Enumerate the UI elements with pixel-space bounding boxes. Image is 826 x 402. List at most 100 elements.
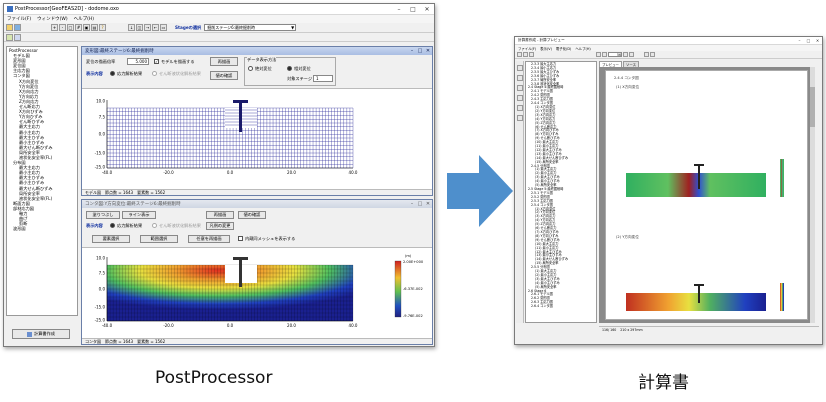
tree-item[interactable]: モデル図 [13,53,30,59]
print-icon[interactable]: ▤ [91,24,98,31]
chapter-item[interactable]: (2) Y方向変位 [535,210,556,215]
chapter-item[interactable]: (12) 最大主ひずみ [535,147,562,152]
chapter-item[interactable]: 2.6.2 変形図 [531,296,550,301]
report-print-icon[interactable] [529,52,534,57]
fit-icon[interactable]: □ [67,24,74,31]
chapter-item[interactable]: (4) Y方向応力 [535,116,556,121]
chapter-item[interactable]: (9) せん断ひずみ [535,237,560,242]
chapter-item[interactable]: 2.6 Stage 6 [528,288,547,293]
chapter-item[interactable]: (13) 最小主ひずみ [535,151,562,156]
chapter-item[interactable]: (1) 最大主応力 [535,167,557,172]
chapter-item[interactable]: (5) Z方向応力 [535,120,556,125]
arrow-left-icon[interactable]: ← [152,24,159,31]
tree-item[interactable]: 最大主ひずみ [19,175,45,181]
chapter-item[interactable]: (4) 最小主ひずみ [535,280,560,285]
chapter-item[interactable]: 2.4.2 変形図 [531,93,550,98]
tree-item[interactable]: 断面力図 [13,200,30,206]
tree-item[interactable]: X方向ひずみ [19,109,43,115]
tree-item[interactable]: 最小主ひずみ [19,139,45,145]
last-page-icon[interactable] [629,52,634,57]
page-number-input[interactable]: 56 [608,52,622,57]
tree-item[interactable]: 最小主ひずみ [19,180,45,186]
tree-item[interactable]: Y方向変位 [19,83,39,89]
tree-item[interactable]: Y方向ひずみ [19,114,43,120]
chapter-item[interactable]: (2) 最小主応力 [535,272,557,277]
tree-item[interactable]: 主応力図 [13,68,30,74]
arbitrary-redraw-button[interactable]: 任意を再描画 [188,235,230,243]
chapter-item[interactable]: 2.5.1 モデル図 [531,190,553,195]
side-image-icon[interactable] [517,95,523,101]
report-zoom-in-icon[interactable] [644,52,649,57]
tree-item[interactable]: PostProcessor [9,48,38,53]
tree-item[interactable]: せん断応力 [19,104,40,110]
check-values-button[interactable]: 値の確認 [210,71,238,80]
mdi-minimize-button[interactable]: – [410,48,414,54]
chapter-item[interactable]: (7) X方向ひずみ [535,229,559,234]
report-create-button[interactable]: 計算書作成 [12,329,70,339]
zoom-in-icon[interactable]: + [51,24,58,31]
tree-item[interactable]: 最小主応力 [19,129,40,135]
tree-item[interactable]: 液状化安全率(FL) [19,154,53,160]
zoom-out-icon[interactable]: - [59,24,66,31]
target-stage-select[interactable]: 1 [313,75,333,82]
tree-item[interactable]: X方向変位 [19,78,39,84]
mdi-close-button[interactable]: ✕ [425,48,431,54]
side-text-icon[interactable] [517,75,523,81]
tree-item[interactable]: 剪断 [19,221,28,227]
chapter-item[interactable]: (12) 最大主ひずみ [535,249,562,254]
side-chart-icon[interactable] [517,105,523,111]
scale-input[interactable]: 5.000 [127,58,149,65]
chapter-item[interactable]: (4) 最小主ひずみ [535,179,560,184]
tree-item[interactable]: 最大主ひずみ [19,134,45,140]
chapter-item[interactable]: (4) Y方向応力 [535,218,556,223]
chapter-item[interactable]: 2.3.5 最大主ひずみ [531,69,560,74]
chapter-item[interactable]: 2.5.3 主応力図 [531,198,553,203]
layout-icon[interactable] [14,33,21,41]
tree-toggle-icon[interactable] [6,33,13,41]
chapter-item[interactable]: (6) せん断応力 [535,226,557,231]
contour-close-button[interactable]: ✕ [425,201,431,207]
chapter-item[interactable]: (9) せん断ひずみ [535,136,560,141]
report-maximize-button[interactable]: □ [806,38,811,43]
chapter-item[interactable]: (6) せん断応力 [535,124,557,129]
contour-redraw-button[interactable]: 再描画 [206,211,234,219]
tree-item[interactable]: 最小主応力 [19,170,40,176]
first-page-icon[interactable] [596,52,601,57]
chapter-item[interactable]: 2.6.3 主応力図 [531,300,553,305]
tree-item[interactable]: 液状化安全率(FL) [19,195,53,201]
line-display-button[interactable]: ライン表示 [122,211,156,219]
chapter-item[interactable]: (3) X方向応力 [535,214,556,219]
contour-check-values-button[interactable]: 値の確認 [238,211,266,219]
tree-item[interactable]: コンタ図 [13,73,30,79]
chapter-item[interactable]: (11) 最小主応力 [535,245,559,250]
mdi-maximize-button[interactable]: □ [417,48,423,54]
chapter-item[interactable]: (7) X方向ひずみ [535,128,559,133]
chapter-item[interactable]: (13) 最小主ひずみ [535,253,562,258]
minimize-button[interactable]: – [397,5,401,13]
report-zoom-out-icon[interactable] [650,52,655,57]
report-menu-view[interactable]: 表示(V) [540,46,552,51]
side-page-icon[interactable] [517,115,523,121]
report-menu-help[interactable]: ヘルプ(H) [575,46,591,51]
next-page-icon[interactable] [623,52,628,57]
tree-item[interactable]: 波形図 [13,226,26,232]
tree-item[interactable]: 最大せん断ひずみ [19,144,53,150]
frame-icon[interactable]: ◫ [136,24,143,31]
chapter-item[interactable]: 2.4 Stage 4:最終掘削時 [528,85,564,90]
chapter-item[interactable]: 2.3.3 最大主応力 [531,62,557,66]
chapter-item[interactable]: 2.4.3 主応力図 [531,97,553,102]
draw-model-checkbox[interactable]: ✓ [154,59,159,64]
menu-help[interactable]: ヘルプ(H) [73,17,94,22]
chapter-item[interactable]: (10) 最大主応力 [535,241,559,246]
chapter-item[interactable]: 2.3.7 局所安全率 [531,77,557,82]
tree-item[interactable]: せん断ひずみ [19,119,45,125]
chapter-item[interactable]: (3) 最大主ひずみ [535,175,560,180]
chapter-item[interactable]: 2.6.4 コンタ図 [531,304,553,309]
chapter-item[interactable]: (3) X方向応力 [535,112,556,117]
chapter-item[interactable]: 2.3.4 最小主応力 [531,65,557,70]
chapter-item[interactable]: (10) 最大主応力 [535,140,559,145]
tree-item[interactable]: 局所安全率 [19,149,40,155]
chapter-item[interactable]: (15) 局所安全率 [535,159,559,164]
legend-change-button[interactable]: 凡例の変更 [206,222,234,230]
preview-scrollbar-thumb[interactable] [810,87,815,127]
